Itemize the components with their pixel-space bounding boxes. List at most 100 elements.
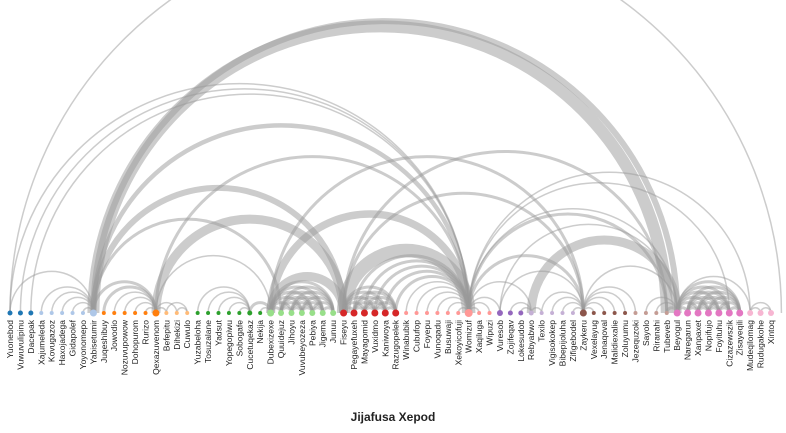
node-label: Zaykeru <box>578 320 588 351</box>
node-dot <box>757 310 764 316</box>
node-dot <box>247 310 253 316</box>
node-dot <box>725 309 733 317</box>
node-dot <box>445 311 450 315</box>
node-dot <box>404 311 409 315</box>
node-dot <box>539 311 544 315</box>
node-label: Busuwaji <box>443 320 453 354</box>
node-dot <box>278 310 285 316</box>
node-label: Beyogul <box>672 320 682 351</box>
node-dot <box>49 311 54 315</box>
node-dot <box>101 311 106 315</box>
arc-link <box>90 18 681 314</box>
node-label: Kovugazoz <box>47 320 57 362</box>
node-label: Lokesudob <box>516 320 526 362</box>
node-dot <box>570 311 575 315</box>
node-label: Jowodio <box>109 320 119 351</box>
node-label: Sayolo <box>641 320 651 346</box>
node-label: Junuu <box>328 320 338 343</box>
node-label: Foyepu <box>422 320 432 349</box>
arc-link <box>582 286 637 314</box>
node-label: Bibepijoluha <box>558 320 568 367</box>
node-dot <box>560 311 565 315</box>
node-dot <box>768 310 774 316</box>
diagram-title: Jijafusa Xepod <box>350 410 436 424</box>
node-dot <box>340 309 348 317</box>
node-dot <box>226 311 231 315</box>
node-dot <box>309 310 316 316</box>
node-label: Quuidejuz <box>276 320 286 358</box>
node-label: Yabisetumir <box>88 320 98 364</box>
node-dot <box>414 311 419 315</box>
node-label: Riranahi <box>651 320 661 352</box>
arc-link <box>467 171 751 314</box>
node-label: Yoyonomepo <box>78 320 88 370</box>
node-label: Womizuf <box>464 319 474 353</box>
node-label: Wipuzi <box>485 320 495 346</box>
nodes-layer <box>7 309 774 317</box>
arc-link <box>526 235 682 314</box>
node-dot <box>591 311 596 315</box>
node-label: Befepitu <box>161 320 171 351</box>
node-label: Haxojadega <box>57 320 67 366</box>
node-dot <box>350 309 358 317</box>
node-dot <box>195 311 200 315</box>
node-label: Vuvubeyozeza <box>297 320 307 376</box>
node-dot <box>704 309 712 317</box>
node-dot <box>216 311 221 315</box>
node-label: Nekija <box>255 320 265 344</box>
node-dot <box>528 310 534 316</box>
node-label: Tubeveb <box>662 320 672 353</box>
node-dot <box>747 310 754 316</box>
node-dot <box>673 309 681 317</box>
node-dot <box>237 311 242 315</box>
node-dot <box>736 309 744 317</box>
node-label: Zoluyumu <box>620 320 630 358</box>
node-dot <box>122 311 127 315</box>
node-label: Jihoyu <box>286 320 296 345</box>
node-label: Texilo <box>537 320 547 342</box>
node-label: Jenaqoval <box>599 320 609 359</box>
node-label: Vuresob <box>495 320 505 352</box>
node-dot <box>654 311 659 315</box>
node-dot <box>715 309 723 317</box>
node-label: Jezequzoki <box>630 320 640 363</box>
node-label: Rurizo <box>141 320 151 345</box>
node-dot <box>381 309 389 317</box>
labels-layer: Yuonebod Vuwuvulipinu Dacepak Xajumeleda Kov… <box>5 319 776 375</box>
arc-link <box>342 149 669 314</box>
node-label: Qexazuvenom <box>151 320 161 375</box>
node-dot <box>392 309 400 317</box>
node-label: Yadsut <box>213 319 223 345</box>
node-label: Vexelayug <box>589 320 599 359</box>
node-dot <box>28 310 34 316</box>
node-dot <box>371 309 379 317</box>
node-dot <box>507 310 513 316</box>
node-label: Nopifujo <box>703 320 713 351</box>
node-label: Rebyabwo <box>526 320 536 360</box>
node-label: Naregarun <box>683 320 693 360</box>
node-label: Gidapolef <box>68 319 78 356</box>
node-label: Yuzabeloha <box>193 320 203 365</box>
node-label: Cizazewszik <box>724 319 734 367</box>
node-label: Xaqiluga <box>474 320 484 353</box>
node-label: Cubufop <box>412 320 422 352</box>
node-label: Jigema <box>318 320 328 348</box>
node-dot <box>288 310 295 316</box>
node-dot <box>602 311 607 315</box>
node-dot <box>89 309 97 317</box>
arc-link <box>467 254 585 314</box>
node-label: Sobogafe <box>234 320 244 357</box>
arc-link <box>155 301 178 314</box>
arc-link <box>9 0 783 314</box>
node-label: Zisayeqili <box>735 320 745 356</box>
node-dot <box>664 311 669 315</box>
arc-link <box>91 123 471 314</box>
node-dot <box>330 310 337 316</box>
node-dot <box>464 309 473 317</box>
node-dot <box>518 310 524 316</box>
node-dot <box>70 311 75 315</box>
node-dot <box>477 311 482 315</box>
node-dot <box>612 311 617 315</box>
node-label: Malidiexalie <box>610 320 620 365</box>
arc-link <box>467 181 731 314</box>
